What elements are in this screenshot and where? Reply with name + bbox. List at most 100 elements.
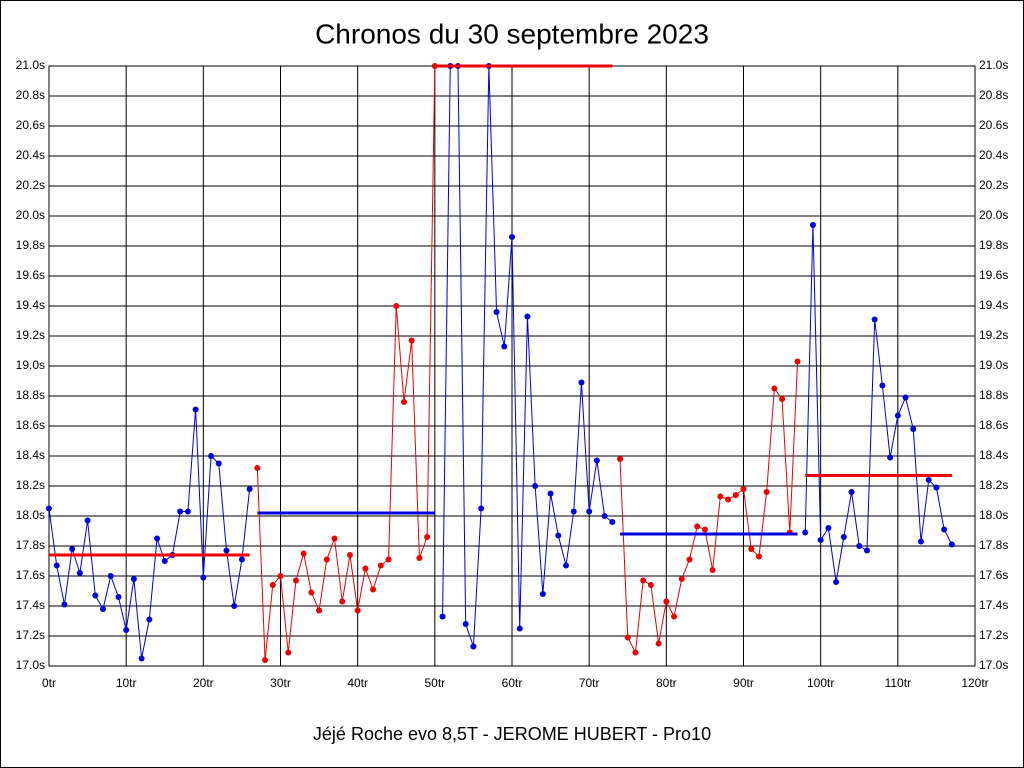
point bbox=[408, 337, 415, 344]
point bbox=[524, 313, 531, 320]
y2-tick-label: 19.0s bbox=[979, 358, 1008, 372]
point bbox=[238, 556, 245, 563]
point bbox=[624, 634, 631, 641]
point bbox=[69, 546, 76, 552]
point bbox=[748, 546, 755, 552]
point bbox=[161, 558, 168, 564]
point bbox=[833, 579, 840, 585]
y2-tick-label: 17.6s bbox=[979, 568, 1008, 582]
point bbox=[76, 570, 83, 576]
point bbox=[894, 412, 901, 419]
point bbox=[200, 574, 207, 581]
y2-tick-label: 19.6s bbox=[979, 268, 1008, 282]
y-tick-label: 18.4s bbox=[16, 448, 45, 462]
point bbox=[254, 465, 261, 471]
point bbox=[871, 316, 878, 323]
point bbox=[802, 529, 809, 536]
point bbox=[917, 538, 924, 545]
point bbox=[331, 535, 338, 542]
y-tick-label: 20.2s bbox=[16, 178, 45, 192]
point bbox=[640, 577, 647, 584]
series-line bbox=[804, 224, 953, 583]
y2-tick-label: 17.8s bbox=[979, 538, 1008, 552]
y2-tick-label: 20.0s bbox=[979, 208, 1008, 222]
y-tick-label: 19.2s bbox=[16, 328, 45, 342]
point bbox=[617, 456, 624, 462]
point bbox=[53, 562, 60, 569]
point bbox=[725, 496, 732, 503]
y-tick-label: 20.6s bbox=[16, 118, 45, 132]
point bbox=[400, 399, 407, 405]
point bbox=[300, 550, 307, 557]
y2-tick-label: 17.4s bbox=[979, 598, 1008, 612]
y-tick-label: 18.8s bbox=[16, 388, 45, 402]
point bbox=[92, 592, 99, 599]
x-tick-label: 50tr bbox=[424, 676, 445, 690]
point bbox=[416, 555, 423, 561]
point bbox=[647, 582, 654, 588]
point bbox=[609, 519, 616, 525]
y-tick-label: 17.4s bbox=[16, 598, 45, 612]
point bbox=[578, 379, 585, 386]
point bbox=[138, 655, 145, 662]
point bbox=[269, 582, 276, 588]
point bbox=[593, 457, 600, 464]
point bbox=[671, 613, 678, 620]
y-tick-label: 19.8s bbox=[16, 238, 45, 252]
y-tick-label: 17.2s bbox=[16, 628, 45, 642]
point bbox=[231, 603, 238, 609]
point bbox=[686, 556, 693, 563]
point bbox=[532, 483, 539, 489]
point bbox=[292, 577, 299, 584]
point bbox=[509, 234, 515, 240]
point bbox=[130, 576, 137, 582]
point bbox=[393, 303, 400, 309]
point bbox=[277, 573, 284, 579]
point bbox=[709, 567, 716, 573]
point bbox=[501, 343, 508, 350]
y-tick-label: 17.0s bbox=[16, 658, 45, 672]
point bbox=[493, 309, 500, 315]
point bbox=[863, 547, 870, 554]
y2-tick-label: 20.4s bbox=[979, 148, 1008, 162]
x-tick-label: 120tr bbox=[961, 676, 988, 690]
point bbox=[439, 613, 446, 620]
x-tick-label: 0tr bbox=[42, 676, 56, 690]
x-tick-label: 90tr bbox=[733, 676, 754, 690]
point bbox=[763, 489, 770, 495]
point bbox=[840, 534, 847, 540]
x-tick-label: 80tr bbox=[656, 676, 677, 690]
point bbox=[308, 589, 315, 596]
point bbox=[825, 525, 832, 531]
y-tick-label: 20.8s bbox=[16, 88, 45, 102]
point bbox=[856, 543, 863, 549]
y2-tick-label: 18.6s bbox=[979, 418, 1008, 432]
point bbox=[563, 562, 570, 569]
point bbox=[809, 222, 816, 228]
point bbox=[46, 505, 52, 512]
y2-tick-label: 17.0s bbox=[979, 658, 1008, 672]
point bbox=[316, 607, 323, 614]
point bbox=[84, 517, 91, 524]
y-tick-label: 19.6s bbox=[16, 268, 45, 282]
x-tick-label: 70tr bbox=[579, 676, 600, 690]
point bbox=[184, 508, 191, 515]
y2-tick-label: 18.2s bbox=[979, 478, 1008, 492]
point bbox=[385, 556, 392, 563]
point bbox=[285, 649, 292, 656]
point bbox=[539, 591, 546, 597]
y2-tick-label: 20.6s bbox=[979, 118, 1008, 132]
point bbox=[323, 556, 330, 563]
point bbox=[362, 565, 369, 572]
series-line bbox=[256, 65, 436, 661]
y2-tick-label: 21.0s bbox=[979, 58, 1008, 72]
y2-tick-label: 18.4s bbox=[979, 448, 1008, 462]
point bbox=[910, 426, 917, 432]
point bbox=[902, 394, 909, 401]
y-tick-label: 20.4s bbox=[16, 148, 45, 162]
y2-tick-label: 20.8s bbox=[979, 88, 1008, 102]
y2-tick-label: 19.8s bbox=[979, 238, 1008, 252]
point bbox=[848, 489, 855, 495]
y2-tick-label: 20.2s bbox=[979, 178, 1008, 192]
y-tick-label: 19.4s bbox=[16, 298, 45, 312]
